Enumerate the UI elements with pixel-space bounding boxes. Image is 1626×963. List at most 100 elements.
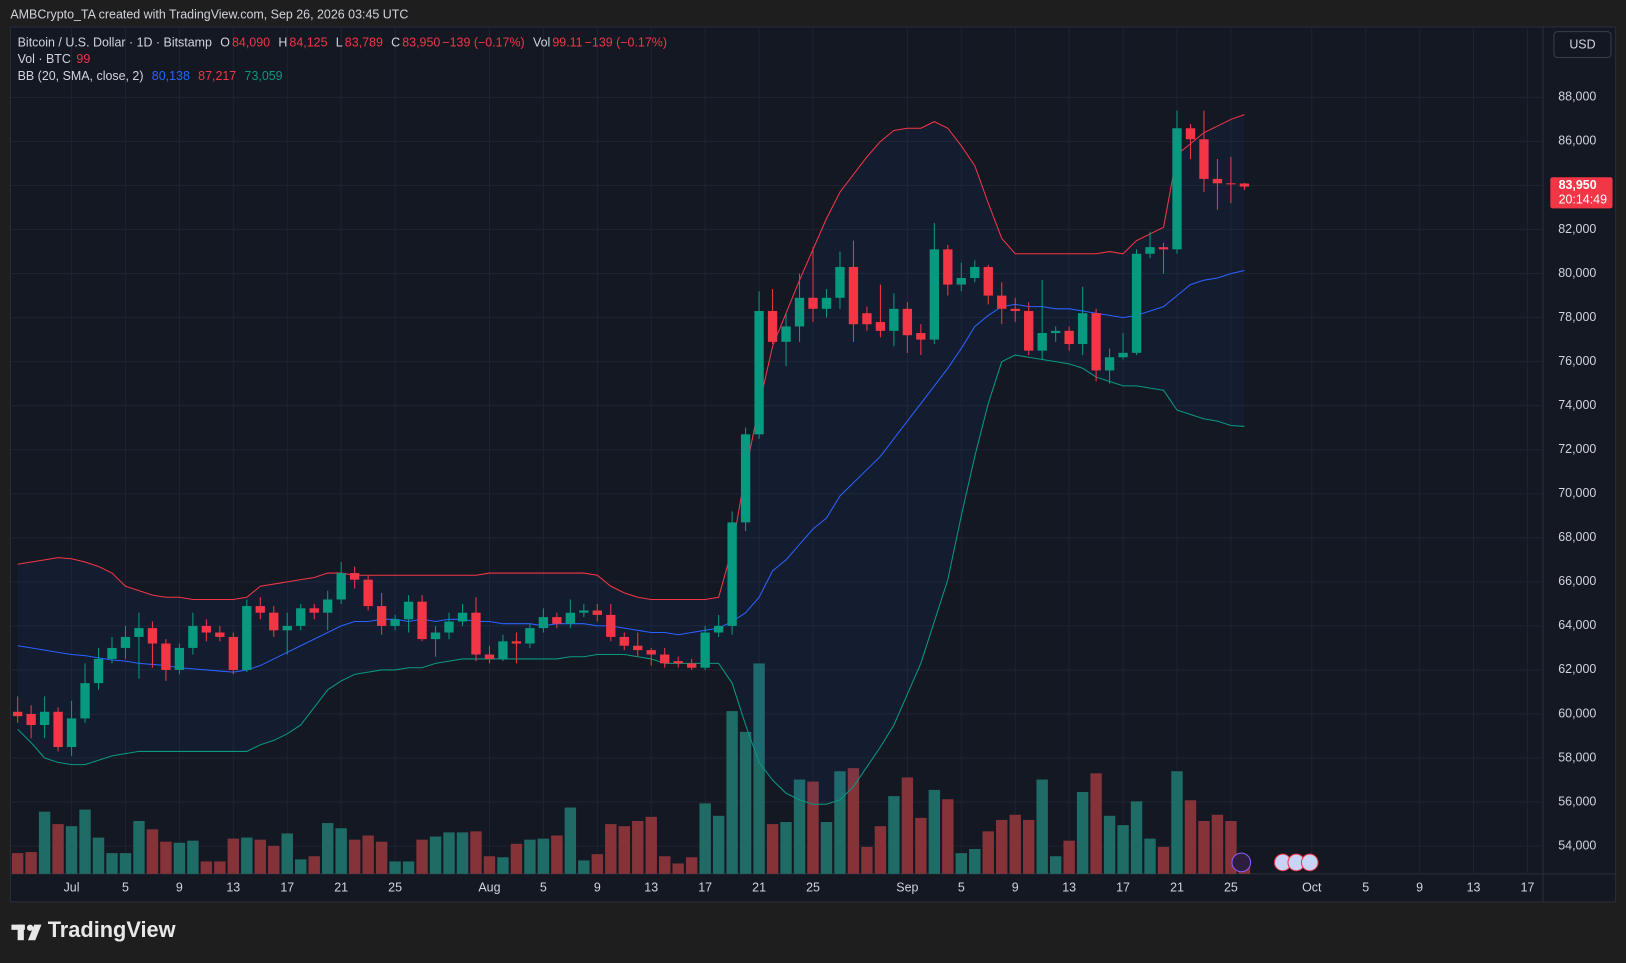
volume-bar	[739, 731, 752, 874]
bb-value: 87,217	[198, 68, 237, 83]
volume-bar	[281, 833, 293, 874]
volume-bar	[699, 803, 711, 874]
x-tick-label: Aug	[478, 881, 500, 895]
volume-bar	[402, 861, 415, 874]
legend-value: 84,125	[289, 35, 328, 50]
x-tick-label: 25	[388, 881, 402, 895]
volume-bar	[847, 768, 860, 874]
volume-last: 99	[76, 51, 91, 67]
volume-bar	[1157, 846, 1170, 874]
candle-body	[498, 641, 508, 659]
legend-value: 83,789	[344, 35, 383, 50]
legend-value: −139 (−0.17%)	[442, 35, 525, 50]
legend-value: 84,090	[232, 35, 271, 50]
legend: Bitcoin / U.S. Dollar · 1D · Bitstamp O 84…	[18, 34, 669, 84]
volume-bar	[389, 861, 401, 874]
candle-body	[1145, 247, 1155, 254]
candle-body	[646, 650, 656, 655]
band-line	[17, 114, 1245, 600]
volume-bar	[79, 809, 91, 874]
candle-body	[80, 683, 90, 719]
volume-bar	[807, 781, 819, 874]
volume-bar	[375, 841, 388, 874]
candle-body	[660, 654, 670, 664]
volume-bar	[456, 832, 469, 874]
candle-body	[1064, 330, 1074, 345]
volume-bar	[11, 853, 24, 874]
event-icon[interactable]	[1231, 852, 1252, 873]
candles	[12, 110, 1250, 756]
volume-label[interactable]: Vol · BTC	[17, 51, 71, 67]
candle-body	[740, 434, 751, 523]
candle-body	[39, 711, 50, 725]
candle-body	[1199, 139, 1209, 179]
volume-bar	[92, 837, 105, 874]
y-tick-label: 80,000	[1558, 266, 1596, 280]
candle-body	[713, 625, 724, 633]
x-tick-label: 9	[594, 881, 601, 895]
candle-body	[120, 636, 131, 648]
legend-value: 99.11	[552, 35, 583, 50]
legend-key: O	[220, 35, 230, 50]
candle-body	[835, 266, 845, 298]
candle-body	[862, 313, 872, 325]
candle-body	[12, 711, 23, 717]
volume-bar	[429, 836, 442, 874]
candle-body	[134, 628, 144, 637]
volume-bar	[321, 823, 334, 874]
volume-bar	[578, 860, 590, 874]
candle-body	[633, 645, 643, 651]
symbol-title[interactable]: Bitcoin / U.S. Dollar · 1D · Bitstamp	[17, 35, 212, 50]
candle-body	[552, 617, 562, 624]
bb-label[interactable]: BB (20, SMA, close, 2)	[17, 68, 144, 83]
candle-body	[511, 641, 522, 644]
volume-bar	[659, 856, 671, 874]
brand-name: TradingView	[47, 918, 176, 943]
candle-body	[592, 610, 602, 615]
volume-bar	[295, 859, 307, 874]
last-price-box	[1550, 177, 1613, 209]
candle-body	[875, 322, 886, 331]
volume-bar	[1090, 773, 1102, 874]
y-tick-label: 72,000	[1558, 442, 1596, 456]
volume-bar	[348, 839, 361, 874]
candle-body	[147, 628, 158, 644]
last-price-label: 83,950	[1559, 178, 1597, 192]
brand-logo	[11, 924, 42, 941]
volume-bar	[942, 799, 954, 874]
volume-bar	[685, 857, 698, 874]
volume-bar	[133, 820, 145, 874]
candle-body	[161, 643, 171, 670]
candle-body	[970, 266, 980, 278]
volume-bar	[214, 861, 226, 874]
x-tick-label: 9	[176, 881, 183, 895]
event-icons	[1231, 852, 1319, 873]
candle-body	[430, 632, 441, 640]
volume-bar	[955, 853, 968, 874]
candle-body	[754, 311, 764, 435]
volume-bar	[1076, 791, 1089, 874]
x-tick-label: 13	[226, 881, 240, 895]
volume-bar	[861, 846, 873, 874]
candle-body	[255, 606, 265, 613]
x-tick-label: 13	[644, 881, 658, 895]
y-tick-label: 64,000	[1558, 618, 1596, 632]
currency-button[interactable]: USD	[1553, 31, 1612, 59]
candle-body	[174, 647, 185, 670]
legend-row: Bitcoin / U.S. Dollar · 1D · Bitstamp O 84…	[18, 34, 669, 51]
volume-bar	[793, 779, 806, 874]
volume-bar	[416, 839, 428, 874]
legend-value: 83,950	[402, 35, 441, 50]
candle-body	[228, 636, 238, 670]
event-icon[interactable]	[1300, 853, 1319, 872]
candle-body	[53, 711, 63, 748]
volume-bar	[38, 811, 51, 874]
candle-body	[107, 647, 117, 659]
legend-value: −139 (−0.17%)	[584, 35, 667, 50]
volume-bar	[1130, 801, 1143, 874]
candle-body	[1050, 330, 1061, 334]
candle-body	[282, 625, 292, 631]
candle-body	[1077, 313, 1088, 345]
volume-bar	[65, 826, 78, 874]
